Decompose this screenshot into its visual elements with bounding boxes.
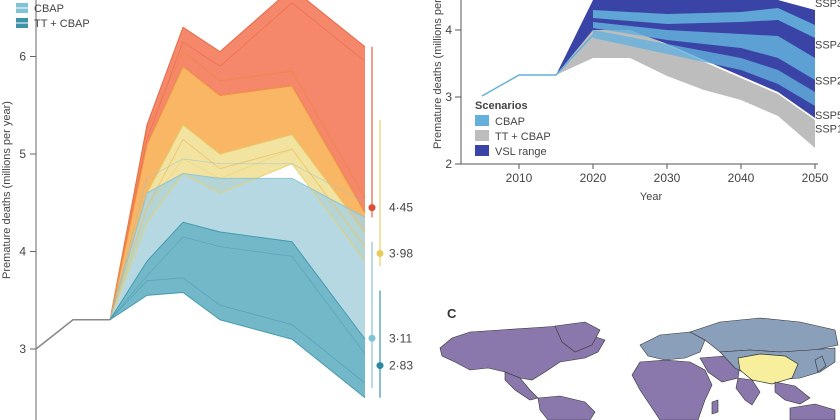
- panel-b-y-tick-label: 2: [445, 157, 452, 171]
- panel-b-historical-line: [481, 34, 594, 97]
- map-greenland: [554, 321, 601, 353]
- legend-label-cbap: CBAP: [34, 3, 64, 15]
- panel-b-areas: [556, 0, 815, 148]
- panel-b-cbap-band-1: [593, 8, 815, 38]
- panel-a-series-line: [109, 148, 366, 320]
- legend-label-tt-cbap: TT + CBAP: [34, 18, 90, 30]
- panel-a-endpoint-marker: [376, 249, 384, 257]
- panel-a-y-tick-label: 3: [19, 342, 26, 356]
- panel-a-endpoint-marker: [376, 362, 384, 370]
- panel-b-ssp-label: SSP5: [815, 110, 840, 122]
- panel-b-legend: Scenarios CBAP TT + CBAP VSL range: [475, 100, 551, 158]
- panel-c-label: C: [447, 306, 457, 321]
- panel-a-y-tick-label: 6: [19, 50, 26, 64]
- panel-a-band-1: [110, 0, 365, 320]
- panel-b-x-tick-label: 2010: [506, 171, 533, 185]
- legend-swatch-b-tt-cbap: [475, 130, 489, 141]
- panel-c-map: C: [432, 306, 840, 420]
- legend-swatch-b-vsl: [475, 145, 489, 156]
- panel-a-series-line: [109, 163, 366, 320]
- panel-a-chart: 3 4 5 6 4·45 3·98 3·11 2·83 Premature deaths (…: [1, 0, 413, 420]
- panel-b-y-label: Premature deaths (millions per year): [432, 0, 444, 149]
- panel-a-series-line: [109, 65, 366, 320]
- panel-a-series-line: [109, 277, 366, 384]
- panel-a-range-brackets: [371, 46, 381, 398]
- map-china: [737, 353, 799, 385]
- panel-a-band-3: [110, 124, 365, 320]
- map-europe: [639, 331, 706, 361]
- map-russia: [689, 317, 839, 353]
- panel-b-x-tick-label: 2020: [580, 171, 607, 185]
- panel-a-endpoint-marker: [368, 334, 376, 342]
- panel-a-endpoint-marker: [368, 204, 376, 212]
- map-southeast-asia: [774, 381, 811, 405]
- panel-a-bands: [110, 0, 365, 398]
- map-central-america: [504, 371, 539, 401]
- panel-b-cbap-band-2: [593, 22, 815, 80]
- panel-a-y-tick-label: 5: [19, 147, 26, 161]
- panel-b-ssp-labels: SSP3 SSP4 SSP2 SSP5SSP1: [815, 0, 840, 135]
- panel-a-y-label: Premature deaths (millions per year): [1, 101, 13, 279]
- map-africa: [631, 359, 713, 420]
- panel-a-series-line: [109, 221, 366, 340]
- panel-a-legend: CBAP TT + CBAP: [16, 3, 90, 30]
- panel-b-x-tick-label: 2040: [728, 171, 755, 185]
- panel-b-cbap-band-3: [593, 30, 815, 106]
- legend-swatch-b-cbap: [475, 115, 489, 126]
- panel-a-endpoint-label: 4·45: [389, 201, 413, 215]
- map-south-asia: [735, 377, 761, 406]
- panel-b-ssp-label: SSP3: [815, 0, 840, 10]
- panel-a-y-ticks: 3 4 5 6: [19, 50, 36, 356]
- panel-b-tt-cbap-area: [556, 28, 815, 148]
- panel-b-y-ticks: 2 3 4: [445, 23, 461, 171]
- panel-a-band-2: [110, 66, 365, 320]
- legend-label-b-tt-cbap: TT + CBAP: [495, 131, 551, 143]
- panel-a-scenario-lines: [109, 0, 366, 399]
- panel-a-series-line: [109, 172, 366, 320]
- panel-a-historical-line: [35, 319, 110, 350]
- panel-b-x-label: Year: [640, 191, 663, 203]
- panel-a-series-line: [109, 236, 366, 355]
- panel-b-x-tick-label: 2030: [654, 171, 681, 185]
- panel-a-series-line: [109, 2, 366, 320]
- panel-a-endpoint-label: 3·11: [389, 331, 412, 345]
- panel-b-x-ticks: 2010 2020 2030 2040 2050: [506, 164, 829, 185]
- legend-label-b-vsl: VSL range: [495, 146, 547, 158]
- map-japan: [814, 355, 827, 373]
- panel-b-legend-title: Scenarios: [475, 100, 528, 112]
- panel-a-series-line: [109, 158, 366, 320]
- panel-a-series-line: [109, 0, 366, 320]
- panel-b-y-tick-label: 4: [445, 23, 452, 37]
- panel-b-ssp-label: SSP1: [815, 123, 840, 135]
- panel-a-endpoints: 4·45 3·98 3·11 2·83: [368, 201, 413, 373]
- legend-label-b-cbap: CBAP: [495, 116, 525, 128]
- panel-b-ssp-label: SSP2: [815, 75, 840, 87]
- panel-b-ssp-label: SSP4: [815, 40, 840, 52]
- panel-a-endpoint-label: 2·83: [389, 359, 413, 373]
- map-madagascar: [711, 399, 719, 415]
- map-south-america: [537, 395, 596, 420]
- panel-b-y-tick-label: 3: [445, 90, 452, 104]
- panel-a-band-4: [110, 173, 365, 340]
- panel-a-series-line: [109, 51, 366, 320]
- map-australia: [789, 403, 836, 420]
- panel-a-y-tick-label: 4: [19, 245, 26, 259]
- panel-b-x-tick-label: 2050: [802, 171, 829, 185]
- panel-a-endpoint-label: 3·98: [389, 246, 413, 260]
- panel-a-series-line: [109, 291, 366, 399]
